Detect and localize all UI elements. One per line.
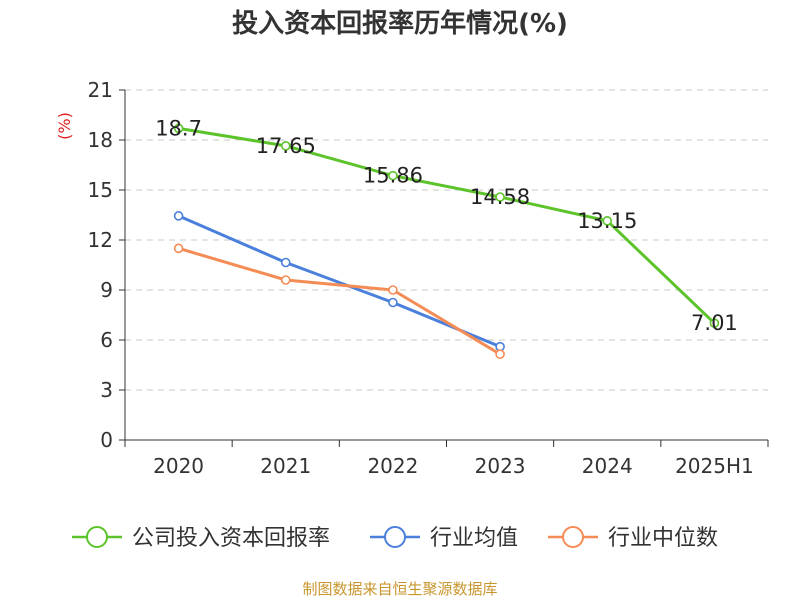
legend-label: 公司投入资本回报率: [132, 526, 330, 551]
data-point[interactable]: [602, 216, 613, 226]
grid-lines: [125, 89, 768, 391]
data-point[interactable]: [173, 123, 184, 134]
y-tick-label: 9: [100, 278, 113, 302]
x-tick-label: 2025H1: [675, 454, 754, 478]
x-tick-label: 2021: [260, 454, 311, 478]
axes: 0 3 6 9 12 15 18 21 2020 2021 2022 2023 2024 2025H1: [88, 78, 769, 478]
y-tick-label: 21: [88, 78, 113, 102]
x-tick-label: 2023: [475, 454, 526, 478]
data-source-note: 制图数据来自恒生聚源数据库: [302, 580, 498, 598]
x-tick-label: 2024: [582, 454, 633, 478]
legend-label: 行业均值: [430, 526, 518, 551]
legend-label: 行业中位数: [608, 526, 718, 551]
series-line: [177, 214, 502, 349]
y-tick-label: 12: [88, 228, 113, 252]
data-label: 17.65: [256, 134, 316, 158]
legend-item[interactable]: 行业中位数: [548, 526, 718, 551]
data-point[interactable]: [388, 285, 398, 295]
data-point[interactable]: [280, 275, 291, 285]
legend[interactable]: 公司投入资本回报率 行业均值 行业中位数: [72, 526, 718, 551]
data-point[interactable]: [709, 318, 720, 328]
y-tick-label: 6: [100, 328, 113, 352]
y-tick-label: 18: [88, 128, 113, 152]
y-tick-label: 15: [88, 178, 113, 202]
data-point[interactable]: [280, 257, 291, 268]
x-tick-label: 2022: [367, 454, 418, 478]
y-axis-unit-label: (%): [55, 112, 74, 140]
legend-item[interactable]: 行业均值: [370, 526, 518, 551]
data-point[interactable]: [280, 141, 291, 151]
data-label: 15.86: [363, 164, 423, 188]
data-label: 18.7: [155, 116, 202, 140]
series-line: [177, 246, 502, 356]
data-label: 7.01: [691, 311, 738, 335]
legend-circle-marker: [86, 526, 108, 548]
data-point[interactable]: [173, 243, 184, 254]
data-point[interactable]: [173, 211, 184, 221]
legend-circle-marker: [562, 526, 584, 548]
series-lines: [173, 123, 720, 359]
x-tick-label: 2020: [153, 454, 204, 478]
data-label: 14.58: [470, 185, 530, 209]
data-point[interactable]: [388, 170, 398, 181]
series-line: [177, 126, 716, 325]
y-tick-label: 0: [100, 428, 113, 452]
data-point[interactable]: [495, 349, 505, 359]
y-tick-label: 3: [100, 378, 113, 402]
chart-title: 投入资本回报率历年情况(%): [232, 9, 568, 39]
data-labels: 18.7 17.65 15.86 14.58 13.15 7.01: [155, 116, 738, 335]
data-point[interactable]: [495, 192, 505, 202]
legend-item[interactable]: 公司投入资本回报率: [72, 526, 330, 551]
data-label: 13.15: [577, 209, 637, 233]
data-point[interactable]: [388, 297, 398, 308]
legend-circle-marker: [384, 526, 406, 548]
